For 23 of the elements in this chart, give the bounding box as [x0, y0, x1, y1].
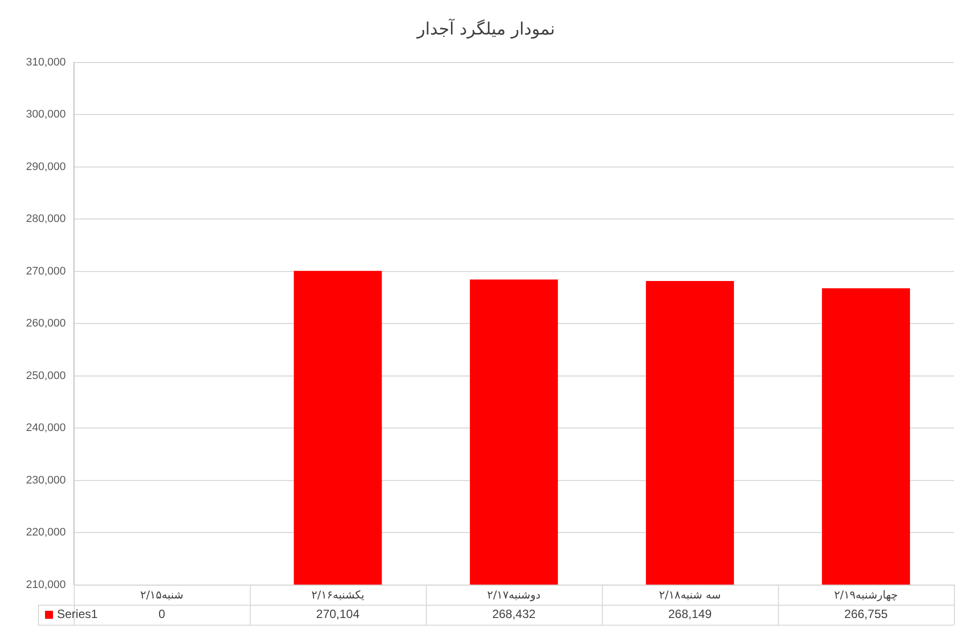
y-tick-label: 290,000: [26, 160, 66, 173]
data-label: 268,432: [492, 607, 536, 622]
data-label: 268,149: [668, 607, 712, 622]
y-tick-label: 220,000: [26, 526, 66, 539]
y-tick-label: 310,000: [26, 56, 66, 68]
chart-title: نمودار میلگرد آجدار: [416, 18, 555, 40]
data-label: 266,755: [844, 607, 888, 622]
y-tick-label: 260,000: [26, 318, 66, 330]
y-tick-label: 230,000: [26, 474, 66, 486]
legend-label: Series1: [57, 607, 98, 622]
x-tick-label: یکشنبه۲/۱۶: [311, 588, 364, 602]
data-label: 270,104: [316, 607, 360, 622]
y-tick-label: 300,000: [26, 108, 66, 121]
y-tick-label: 210,000: [26, 578, 66, 591]
y-tick-label: 280,000: [26, 213, 66, 226]
x-tick-label: سه شنبه۲/۱۸: [659, 588, 721, 602]
x-tick-label: چهارشنبه۲/۱۹: [834, 588, 898, 602]
y-tick-label: 270,000: [26, 265, 66, 278]
y-tick-label: 240,000: [26, 422, 66, 434]
y-tick-label: 250,000: [26, 370, 66, 382]
x-tick-label: شنبه۲/۱۵: [140, 588, 184, 602]
text: 0: [158, 607, 166, 622]
x-tick-label: دوشنبه۲/۱۷: [487, 588, 541, 602]
